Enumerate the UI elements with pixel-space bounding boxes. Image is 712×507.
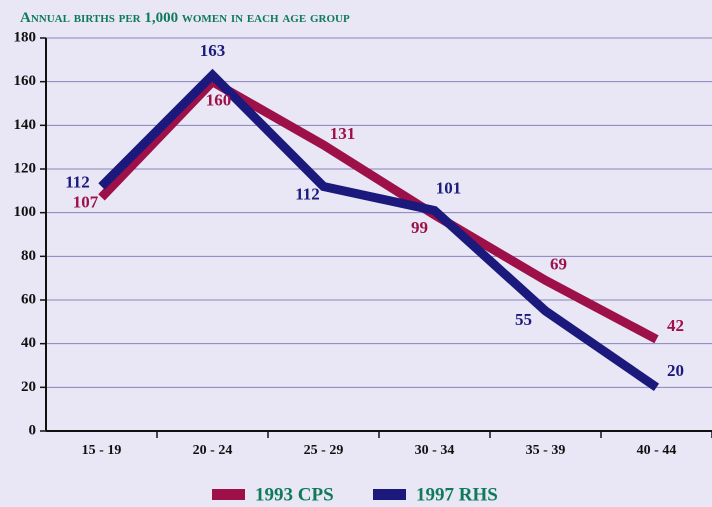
series-line bbox=[98, 76, 659, 344]
y-tick-label: 160 bbox=[14, 73, 37, 89]
x-tick-label: 40 - 44 bbox=[637, 443, 677, 458]
x-tick-label: 15 - 19 bbox=[82, 443, 122, 458]
y-tick-label: 0 bbox=[29, 422, 37, 438]
y-tick-label: 140 bbox=[14, 117, 37, 133]
series-line bbox=[98, 68, 660, 392]
data-label: 163 bbox=[200, 41, 226, 60]
data-label: 160 bbox=[206, 91, 232, 110]
legend-swatch bbox=[373, 489, 406, 500]
x-tick-label: 25 - 29 bbox=[304, 443, 344, 458]
y-tick-label: 40 bbox=[21, 335, 36, 351]
legend-label: 1993 CPS bbox=[255, 484, 334, 505]
legend-swatch bbox=[212, 489, 245, 500]
y-tick-label: 100 bbox=[14, 204, 37, 220]
data-label: 99 bbox=[411, 218, 428, 237]
y-tick-label: 60 bbox=[21, 291, 36, 307]
y-tick-label: 80 bbox=[21, 248, 36, 264]
data-label: 131 bbox=[330, 124, 356, 143]
y-tick-label: 120 bbox=[14, 160, 37, 176]
data-label: 20 bbox=[667, 361, 684, 380]
data-label: 42 bbox=[667, 316, 684, 335]
data-label: 107 bbox=[73, 192, 99, 211]
y-tick-label: 180 bbox=[14, 29, 37, 45]
data-label: 101 bbox=[436, 178, 462, 197]
x-tick-label: 30 - 34 bbox=[415, 443, 455, 458]
legend-label: 1997 RHS bbox=[416, 484, 498, 505]
data-label: 112 bbox=[295, 184, 320, 203]
y-tick-label: 20 bbox=[21, 379, 36, 395]
data-label: 69 bbox=[550, 254, 567, 273]
chart-title: Annual births per 1,000 women in each ag… bbox=[20, 10, 350, 26]
x-tick-label: 35 - 39 bbox=[526, 443, 566, 458]
data-label: 55 bbox=[515, 310, 532, 329]
data-label: 112 bbox=[65, 172, 90, 191]
x-tick-label: 20 - 24 bbox=[193, 443, 233, 458]
